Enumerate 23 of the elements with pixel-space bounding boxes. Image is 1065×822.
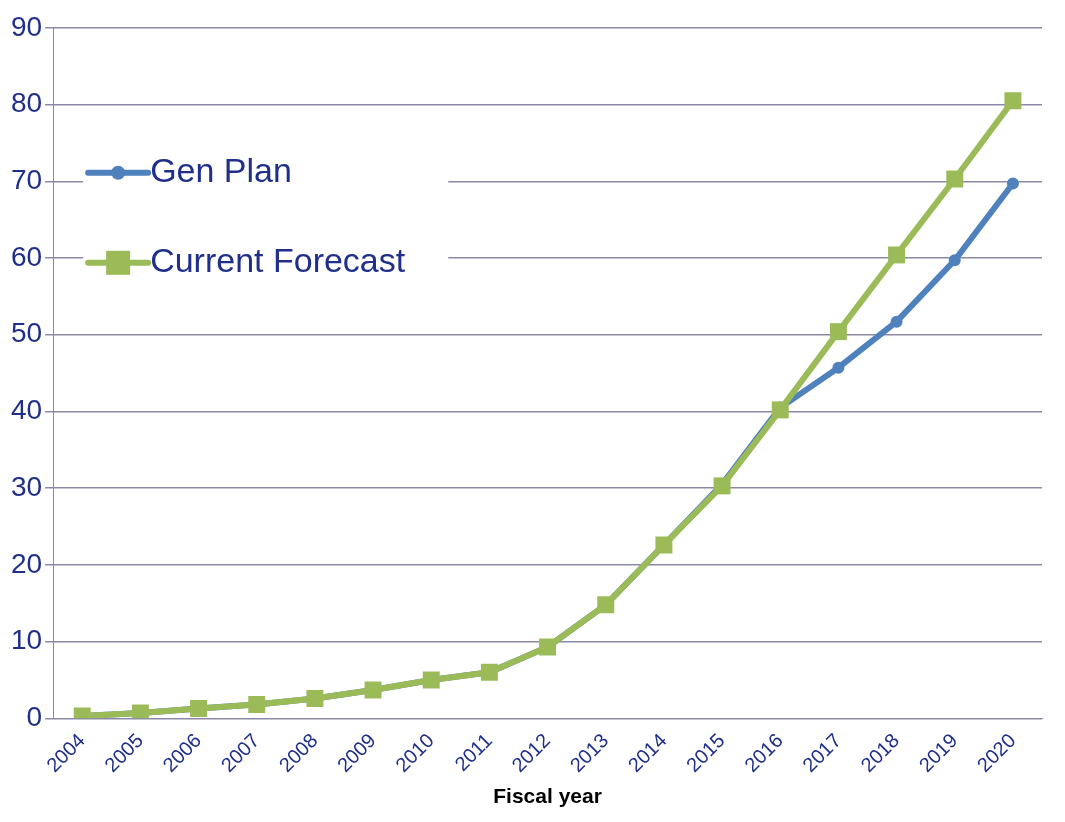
point <box>890 315 903 328</box>
point <box>1006 177 1019 190</box>
point <box>829 323 847 341</box>
y-tick-label: 70 <box>10 163 43 195</box>
point <box>713 477 731 495</box>
y-tick-label: 60 <box>10 240 43 272</box>
y-tick-label: 50 <box>10 317 43 349</box>
point <box>948 254 961 267</box>
x-axis-title: Fiscal year <box>493 784 602 808</box>
y-tick-label: 40 <box>10 394 43 426</box>
y-tick-label: 30 <box>10 470 43 502</box>
point <box>946 170 964 188</box>
point <box>832 361 845 374</box>
y-tick-label: 0 <box>26 701 43 733</box>
point <box>771 401 789 419</box>
legend-label: Gen Plan <box>150 151 292 190</box>
point <box>1004 92 1022 110</box>
y-tick-label: 80 <box>10 87 43 119</box>
y-tick-label: 20 <box>10 547 43 579</box>
y-tick-label: 10 <box>10 624 43 656</box>
legend-label: Current Forecast <box>150 241 406 280</box>
y-tick-label: 90 <box>10 10 43 42</box>
point <box>888 246 906 264</box>
